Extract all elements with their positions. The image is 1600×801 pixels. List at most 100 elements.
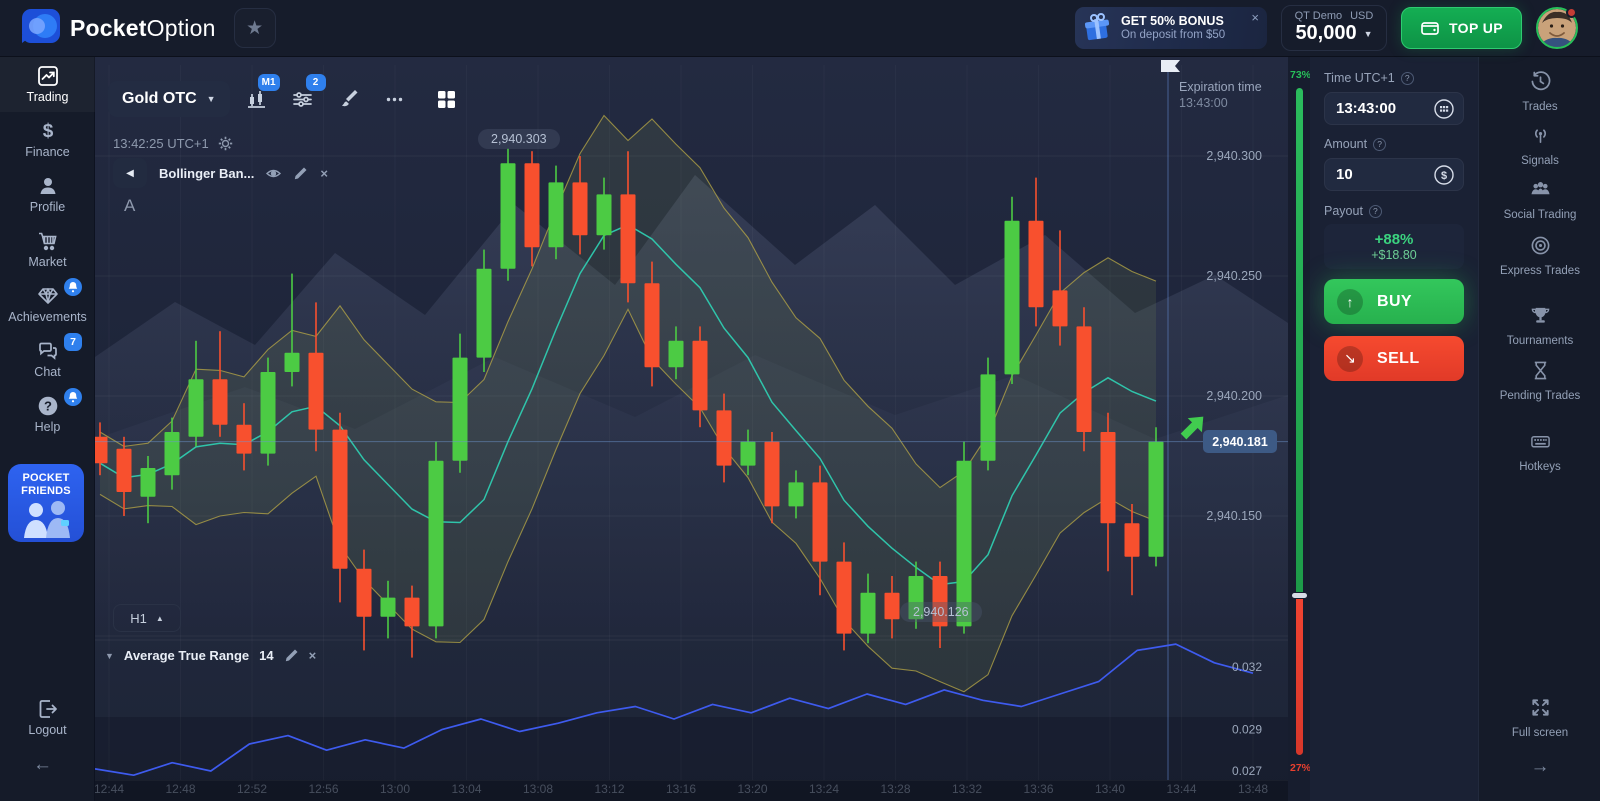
chevron-up-icon: ▲ [155, 613, 164, 623]
help-circle-icon[interactable]: ? [1368, 204, 1382, 218]
sidebar-item-chat[interactable]: Chat 7 [0, 332, 95, 387]
bearish-candle [404, 597, 420, 627]
rail-item-label: Express Trades [1500, 265, 1580, 278]
sidebar-item-market[interactable]: Market [0, 222, 95, 277]
collapse-indicator-button[interactable]: ◀ [113, 158, 147, 188]
account-type: QT Demo [1294, 10, 1343, 22]
indicators-button[interactable]: 2 [284, 74, 326, 117]
expand-panel-icon[interactable]: → [1530, 756, 1550, 777]
help-circle-icon[interactable]: ? [1400, 71, 1414, 85]
account-balance-selector[interactable]: QT Demo USD 50,000 ▼ [1280, 5, 1387, 51]
question-icon: ? [37, 395, 59, 417]
brand-logo[interactable]: PocketOption [22, 9, 216, 47]
bullish-candle [788, 482, 804, 507]
payout-amount: +$18.80 [1371, 248, 1417, 262]
trade-panel: Time UTC+1? 13:43:00 Amount? 10 $ Payout… [1310, 57, 1478, 801]
rail-item-full-screen[interactable]: Full screen [1479, 697, 1600, 741]
favorites-button[interactable]: ★ [233, 8, 276, 48]
more-tools-button[interactable] [376, 81, 414, 117]
express-icon [1479, 235, 1600, 264]
rail-item-signals[interactable]: Signals [1479, 125, 1600, 169]
chevron-down-icon: ▼ [206, 94, 216, 104]
sell-arrow-icon: ↘ [1337, 345, 1363, 372]
time-label: Time UTC+1? [1324, 71, 1464, 85]
chart-panel[interactable]: 12:4412:4812:5212:5613:0013:0413:0813:12… [95, 57, 1288, 801]
sidebar-item-trading[interactable]: Trading [0, 57, 95, 112]
bearish-candle [812, 482, 828, 562]
bonus-close-icon[interactable]: × [1251, 10, 1259, 25]
edit-icon[interactable] [293, 166, 308, 181]
sidebar-item-achievements[interactable]: Achievements [0, 277, 95, 332]
high-watermark-label: 2,940.303 [478, 129, 560, 149]
sidebar-item-label: Market [28, 255, 67, 269]
rail-item-social-trading[interactable]: Social Trading [1479, 179, 1600, 223]
expiration-time-input[interactable]: 13:43:00 [1324, 92, 1464, 125]
bullish-candle [908, 576, 924, 620]
sidebar-item-finance[interactable]: $ Finance [0, 112, 95, 167]
top-bar: PocketOption ★ GET 50% BONUS On deposit … [0, 0, 1600, 57]
bullish-candle [500, 163, 516, 269]
atr-axis-label: 0.029 [1232, 722, 1262, 736]
chart-toolbar: Gold OTC ▼ M1 2 [108, 74, 466, 117]
current-price-badge: 2,940.181 [1203, 430, 1277, 454]
price-direction-arrow-icon [1180, 416, 1204, 440]
rail-item-express-trades[interactable]: Express Trades [1479, 235, 1600, 279]
timeframe-selector[interactable]: H1 ▲ [113, 604, 181, 632]
remove-indicator-icon[interactable]: × [320, 165, 328, 181]
history-icon [1479, 71, 1600, 100]
pocket-friends-banner[interactable]: POCKET FRIENDS [8, 464, 84, 542]
gear-icon[interactable] [218, 136, 233, 151]
time-keypad-icon[interactable] [1433, 98, 1455, 120]
bonus-banner[interactable]: GET 50% BONUS On deposit from $50 × [1074, 7, 1267, 49]
bear-percent: 27% [1290, 762, 1312, 774]
remove-indicator-icon[interactable]: × [308, 648, 317, 663]
rail-item-hotkeys[interactable]: Hotkeys [1479, 431, 1600, 475]
left-sidebar: Trading $ Finance Profile Market Achievements… [0, 57, 95, 801]
sentiment-handle[interactable] [1292, 593, 1307, 598]
price-axis-label: 2,940.150 [1206, 509, 1262, 523]
buy-arrow-icon: ↑ [1337, 288, 1363, 315]
price-axis-label: 2,940.250 [1206, 269, 1262, 283]
amount-input[interactable]: 10 $ [1324, 158, 1464, 191]
bearish-candle [1124, 523, 1140, 557]
expiration-flag-icon [1161, 60, 1180, 72]
bullish-candle [668, 340, 684, 368]
collapse-sidebar-icon[interactable]: ← [33, 754, 52, 775]
bullish-candle [956, 460, 972, 627]
price-axis-label: 2,940.300 [1206, 149, 1262, 163]
low-watermark-label: 2,940.126 [900, 602, 982, 622]
chevron-down-icon[interactable]: ▼ [105, 650, 114, 661]
bullish-candle [1004, 220, 1020, 375]
sidebar-item-help[interactable]: ? Help [0, 387, 95, 442]
rail-item-pending-trades[interactable]: Pending Trades [1479, 360, 1600, 404]
friends-illustration [24, 501, 70, 539]
chart-clock: 13:42:25 UTC+1 [113, 136, 233, 151]
bearish-candle [932, 576, 948, 627]
sidebar-item-profile[interactable]: Profile [0, 167, 95, 222]
symbol-selector[interactable]: Gold OTC ▼ [108, 81, 230, 117]
layout-button[interactable] [428, 81, 466, 117]
chart-type-button[interactable]: M1 [238, 74, 280, 117]
expiration-marker: Expiration time 13:43:00 [1179, 80, 1262, 111]
fullscreen-icon [1479, 697, 1600, 726]
rail-item-tournaments[interactable]: Tournaments [1479, 305, 1600, 349]
account-balance: 50,000 [1295, 22, 1357, 44]
eye-icon[interactable] [266, 166, 282, 181]
help-circle-icon[interactable]: ? [1373, 137, 1387, 151]
rail-item-trades[interactable]: Trades [1479, 71, 1600, 115]
top-up-button[interactable]: TOP UP [1400, 7, 1522, 49]
layout-grid-icon [438, 90, 456, 108]
edit-icon[interactable] [284, 648, 299, 663]
sell-button[interactable]: ↘ SELL [1324, 336, 1464, 381]
bearish-candle [884, 592, 900, 620]
avatar-photo [1538, 9, 1576, 47]
drawing-tools-button[interactable] [330, 81, 368, 117]
notification-dot [1566, 7, 1577, 18]
sidebar-item-logout[interactable]: Logout [0, 698, 95, 737]
amount-dollar-icon[interactable]: $ [1433, 164, 1455, 186]
bearish-candle [1052, 290, 1068, 327]
bearish-candle [1028, 220, 1044, 308]
buy-button[interactable]: ↑ BUY [1324, 279, 1464, 324]
user-avatar[interactable] [1536, 7, 1578, 49]
candlestick-chart[interactable]: 12:4412:4812:5212:5613:0013:0413:0813:12… [95, 57, 1288, 801]
